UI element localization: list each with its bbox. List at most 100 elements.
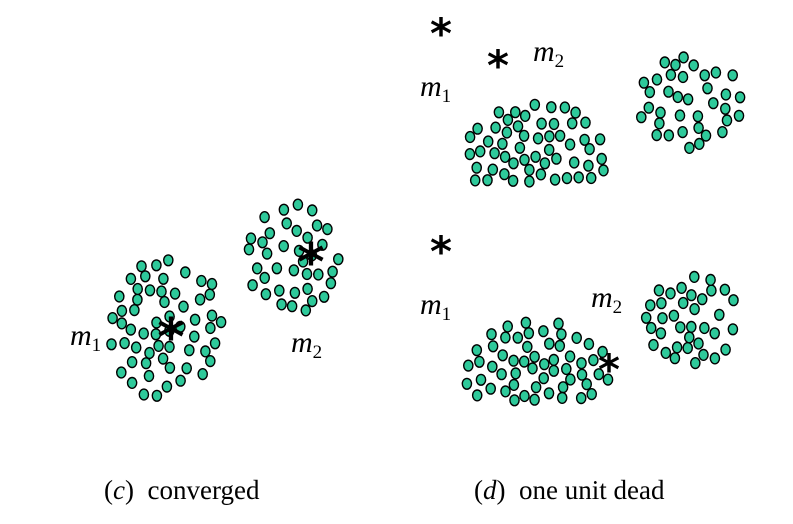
- data-point-c-cluster-1: [126, 356, 138, 369]
- data-point-d-top-cluster-1: [551, 152, 562, 165]
- caption-d: (d) one unit dead: [474, 475, 665, 505]
- label-m2-d-top: m2: [533, 35, 564, 72]
- data-point-c-cluster-1: [150, 328, 162, 341]
- data-point-c-cluster-1: [161, 380, 173, 393]
- data-point-c-cluster-2: [273, 284, 285, 297]
- data-point-c-cluster-2: [327, 265, 338, 278]
- data-point-c-cluster-1: [129, 304, 140, 317]
- data-point-c-cluster-1: [151, 316, 162, 329]
- data-point-d-bottom-cluster-1: [548, 353, 560, 367]
- data-point-d-bottom-cluster-2: [686, 289, 697, 302]
- data-point-d-bottom-cluster-1: [497, 349, 509, 362]
- data-point-d-bottom-cluster-2: [668, 309, 680, 322]
- data-point-d-bottom-cluster-2: [645, 299, 656, 312]
- data-point-d-top-cluster-1: [497, 137, 508, 150]
- data-point-d-top-cluster-2: [665, 68, 677, 82]
- data-point-d-top-cluster-1: [499, 168, 510, 181]
- data-point-d-bottom-cluster-1: [576, 368, 588, 381]
- data-point-d-top-cluster-1: [518, 129, 530, 142]
- data-point-c-cluster-1: [151, 389, 163, 402]
- data-point-d-top-cluster-2: [688, 59, 700, 72]
- data-point-d-top-cluster-2: [655, 106, 666, 119]
- data-point-c-cluster-2: [245, 232, 257, 245]
- data-point-d-bottom-cluster-1: [518, 355, 530, 368]
- data-point-d-bottom-cluster-1: [520, 316, 532, 329]
- data-point-c-cluster-1: [188, 330, 200, 343]
- data-point-d-bottom-cluster-2: [705, 273, 716, 287]
- data-point-c-cluster-1: [132, 293, 143, 306]
- data-point-d-top-cluster-1: [502, 113, 514, 127]
- data-point-d-top-cluster-1: [514, 141, 526, 154]
- data-point-d-top-cluster-2: [644, 85, 656, 99]
- data-point-c-cluster-1: [140, 357, 152, 370]
- data-point-d-top-cluster-2: [694, 137, 705, 151]
- data-point-d-bottom-cluster-1: [485, 382, 497, 395]
- data-point-d-bottom-cluster-2: [648, 338, 659, 352]
- data-point-d-bottom-cluster-2: [709, 352, 721, 365]
- data-point-d-top-cluster-2: [721, 114, 733, 127]
- data-point-c-cluster-1: [194, 293, 206, 306]
- label-m1-d-top: m1: [420, 70, 451, 107]
- data-point-d-bottom-cluster-2: [714, 308, 725, 321]
- data-point-d-top-cluster-2: [674, 109, 686, 122]
- data-point-d-top-cluster-1: [543, 143, 555, 157]
- caption-c-text: converged: [147, 475, 260, 505]
- data-point-d-top-cluster-2: [651, 73, 663, 86]
- data-point-c-cluster-2: [278, 203, 290, 216]
- data-point-d-bottom-cluster-2: [657, 312, 668, 325]
- data-point-c-cluster-1: [153, 339, 164, 353]
- data-point-d-bottom-cluster-1: [544, 337, 555, 350]
- data-point-c-cluster-1: [116, 304, 128, 318]
- data-point-d-bottom-cluster-1: [502, 320, 514, 333]
- data-point-d-bottom-cluster-2: [660, 346, 672, 360]
- data-point-d-top-cluster-1: [472, 122, 483, 135]
- data-point-d-top-cluster-1: [554, 129, 566, 142]
- data-point-d-bottom-cluster-2: [669, 352, 681, 365]
- data-point-d-bottom-cluster-1: [593, 368, 605, 381]
- data-point-d-bottom-cluster-2: [656, 297, 667, 310]
- data-point-d-top-cluster-1: [535, 168, 547, 181]
- caption-d-text: one unit dead: [519, 475, 665, 505]
- prototypes-layer: * * * * * *: [157, 9, 620, 394]
- data-point-c-cluster-2: [292, 198, 304, 211]
- data-point-d-top-cluster-1: [530, 150, 541, 163]
- data-point-d-bottom-cluster-1: [556, 391, 568, 405]
- data-point-d-top-cluster-2: [684, 141, 695, 155]
- label-m1-d-bottom: m1: [420, 288, 451, 325]
- data-point-d-bottom-cluster-1: [500, 385, 511, 398]
- data-point-d-bottom-cluster-1: [557, 381, 569, 394]
- data-point-c-cluster-1: [162, 254, 174, 267]
- data-point-d-top-cluster-1: [482, 135, 494, 148]
- data-point-d-bottom-cluster-2: [706, 284, 717, 297]
- data-point-c-cluster-1: [119, 337, 130, 350]
- data-point-c-cluster-2: [297, 255, 309, 268]
- data-point-c-cluster-1: [138, 327, 149, 340]
- data-point-c-cluster-1: [175, 374, 186, 387]
- data-point-c-cluster-1: [215, 316, 227, 329]
- data-point-c-cluster-2: [322, 223, 333, 236]
- data-point-d-bottom-cluster-2: [689, 270, 700, 284]
- data-point-d-top-cluster-1: [544, 130, 555, 143]
- data-point-d-bottom-cluster-1: [561, 362, 572, 376]
- data-point-d-top-cluster-1: [532, 132, 544, 145]
- data-point-d-bottom-cluster-1: [553, 317, 564, 330]
- data-point-c-cluster-2: [247, 279, 258, 292]
- data-point-c-cluster-1: [125, 323, 137, 336]
- data-point-d-top-cluster-2: [693, 121, 704, 135]
- data-point-c-cluster-2: [293, 244, 305, 258]
- data-point-c-cluster-1: [189, 313, 201, 326]
- data-point-c-cluster-1: [200, 345, 211, 358]
- data-point-d-bottom-cluster-1: [539, 358, 550, 371]
- data-point-d-top-cluster-1: [549, 173, 561, 186]
- data-point-c-cluster-2: [261, 247, 273, 260]
- data-point-d-top-cluster-1: [566, 117, 578, 130]
- data-point-d-bottom-cluster-2: [699, 321, 710, 335]
- data-point-d-top-cluster-2: [733, 109, 745, 122]
- data-point-c-cluster-1: [143, 369, 155, 383]
- data-point-d-top-cluster-1: [536, 117, 547, 130]
- data-points-layer: [106, 51, 746, 407]
- prototype-star-d-top-a: *: [430, 9, 452, 58]
- data-point-d-bottom-cluster-1: [522, 340, 533, 354]
- data-point-c-cluster-2: [306, 249, 318, 262]
- data-point-d-top-cluster-2: [699, 69, 711, 82]
